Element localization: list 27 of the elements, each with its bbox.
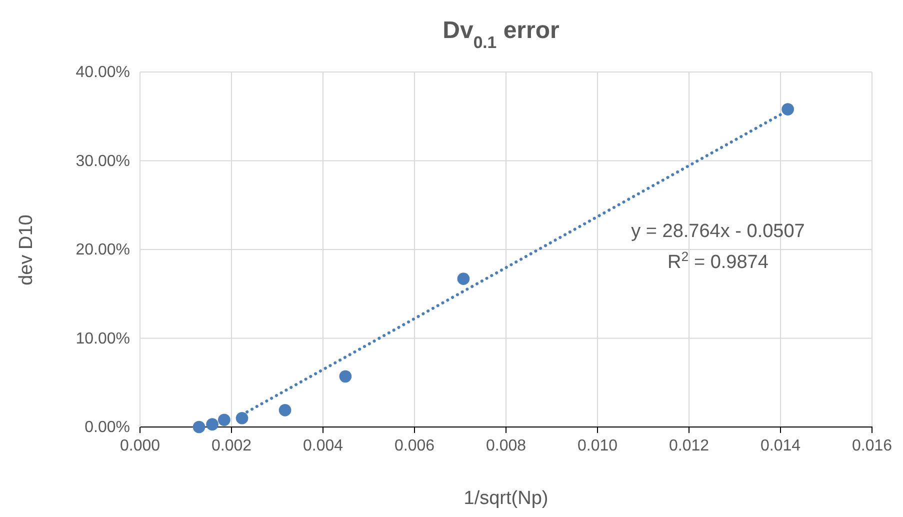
x-tick-label: 0.002 (211, 437, 252, 454)
x-tick-label: 0.016 (852, 437, 892, 454)
point (218, 414, 230, 426)
annotation: R$^{2}$ = 0.9874 (668, 248, 769, 273)
point (278, 404, 292, 416)
y-tick-label: 0.00% (84, 419, 130, 436)
x-tick-label: 0.012 (668, 437, 710, 454)
y-axis-title: dev D10 (16, 214, 37, 286)
x-tick-label: 0.008 (486, 437, 526, 454)
point (236, 412, 248, 424)
y-tick-label: 40.00% (76, 64, 130, 82)
point (782, 103, 794, 116)
x-tick-label: 0.014 (760, 437, 801, 454)
x-tick-label: 0.010 (577, 437, 618, 454)
point (206, 418, 218, 431)
point (457, 272, 470, 285)
point (192, 420, 206, 434)
y-tick-label: 10.00% (76, 330, 130, 348)
annotation: y = 28.764x - 0.0507 (631, 221, 805, 242)
x-tick-label: 0.004 (302, 437, 344, 454)
x-axis-title: 1/sqrt(Np) (464, 488, 548, 509)
x-tick-label: 0.006 (394, 437, 435, 454)
chart-title: Dv$_{0.1}$ error (442, 17, 560, 52)
point (339, 370, 352, 383)
x-tick-label: 0.000 (120, 437, 160, 454)
y-tick-label: 30.00% (76, 152, 130, 170)
y-tick-label: 20.00% (76, 242, 130, 259)
